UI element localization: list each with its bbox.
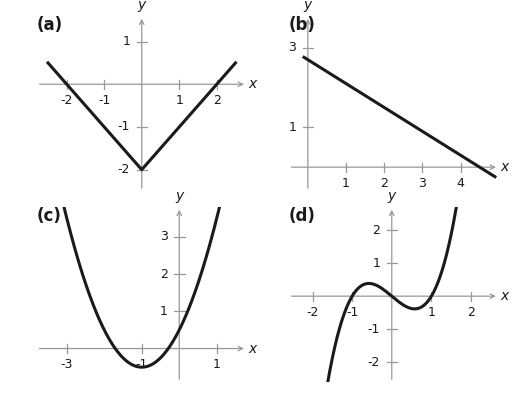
- Text: 2: 2: [380, 177, 388, 190]
- Text: 1: 1: [288, 121, 296, 134]
- Text: y: y: [304, 0, 312, 12]
- Text: x: x: [249, 341, 257, 355]
- Text: -2: -2: [368, 356, 380, 369]
- Text: 2: 2: [467, 306, 475, 319]
- Text: (a): (a): [37, 16, 63, 34]
- Text: 1: 1: [122, 35, 130, 48]
- Text: 3: 3: [160, 230, 167, 243]
- Text: -1: -1: [98, 94, 110, 107]
- Text: -2: -2: [306, 306, 319, 319]
- Text: -2: -2: [118, 163, 130, 176]
- Text: 1: 1: [160, 305, 167, 318]
- Text: 1: 1: [342, 177, 350, 190]
- Text: -1: -1: [135, 358, 148, 371]
- Text: (c): (c): [37, 207, 61, 225]
- Text: (d): (d): [289, 207, 316, 225]
- Text: 4: 4: [457, 177, 465, 190]
- Text: 2: 2: [160, 267, 167, 281]
- Text: -1: -1: [346, 306, 359, 319]
- Text: -1: -1: [118, 121, 130, 133]
- Text: y: y: [175, 189, 183, 203]
- Text: 2: 2: [372, 224, 380, 236]
- Text: 1: 1: [427, 306, 435, 319]
- Text: 3: 3: [288, 41, 296, 54]
- Text: 3: 3: [418, 177, 426, 190]
- Text: x: x: [501, 289, 509, 303]
- Text: -1: -1: [368, 323, 380, 336]
- Text: y: y: [387, 189, 396, 203]
- Text: x: x: [501, 160, 509, 174]
- Text: -3: -3: [60, 358, 73, 371]
- Text: 1: 1: [213, 358, 220, 371]
- Text: y: y: [138, 0, 146, 12]
- Text: 1: 1: [175, 94, 183, 107]
- Text: (b): (b): [289, 16, 316, 34]
- Text: x: x: [249, 77, 257, 91]
- Text: 1: 1: [372, 257, 380, 269]
- Text: 2: 2: [213, 94, 220, 107]
- Text: -2: -2: [60, 94, 73, 107]
